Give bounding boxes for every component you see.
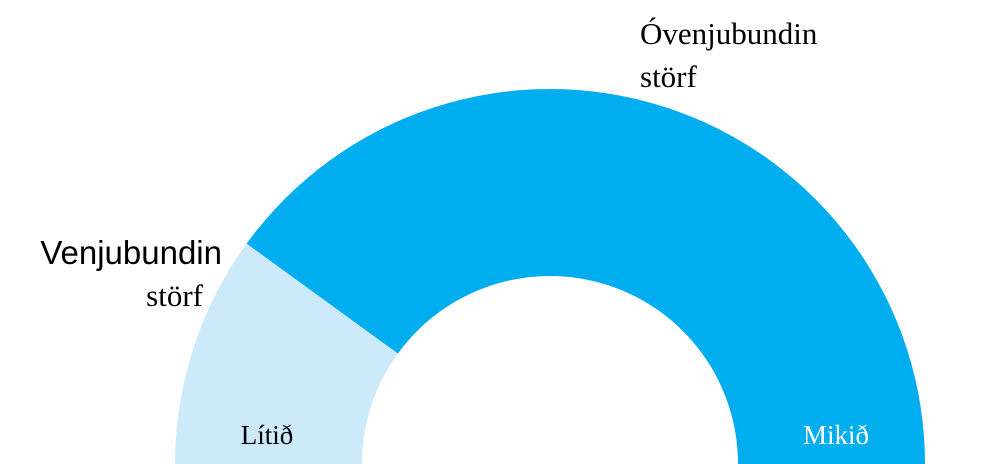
slice-label-nonroutine-line2: störf [640, 59, 698, 94]
inner-label-low: Lítið [241, 420, 294, 450]
slice-non-routine-jobs [246, 89, 925, 464]
inner-label-high: Mikið [803, 420, 869, 450]
slice-label-routine-line2: störf [146, 278, 204, 313]
slice-routine-jobs [175, 243, 398, 464]
slice-label-routine-line1: Venjubundin [40, 234, 222, 271]
slice-label-nonroutine-line1: Óvenjubundin [640, 16, 818, 51]
